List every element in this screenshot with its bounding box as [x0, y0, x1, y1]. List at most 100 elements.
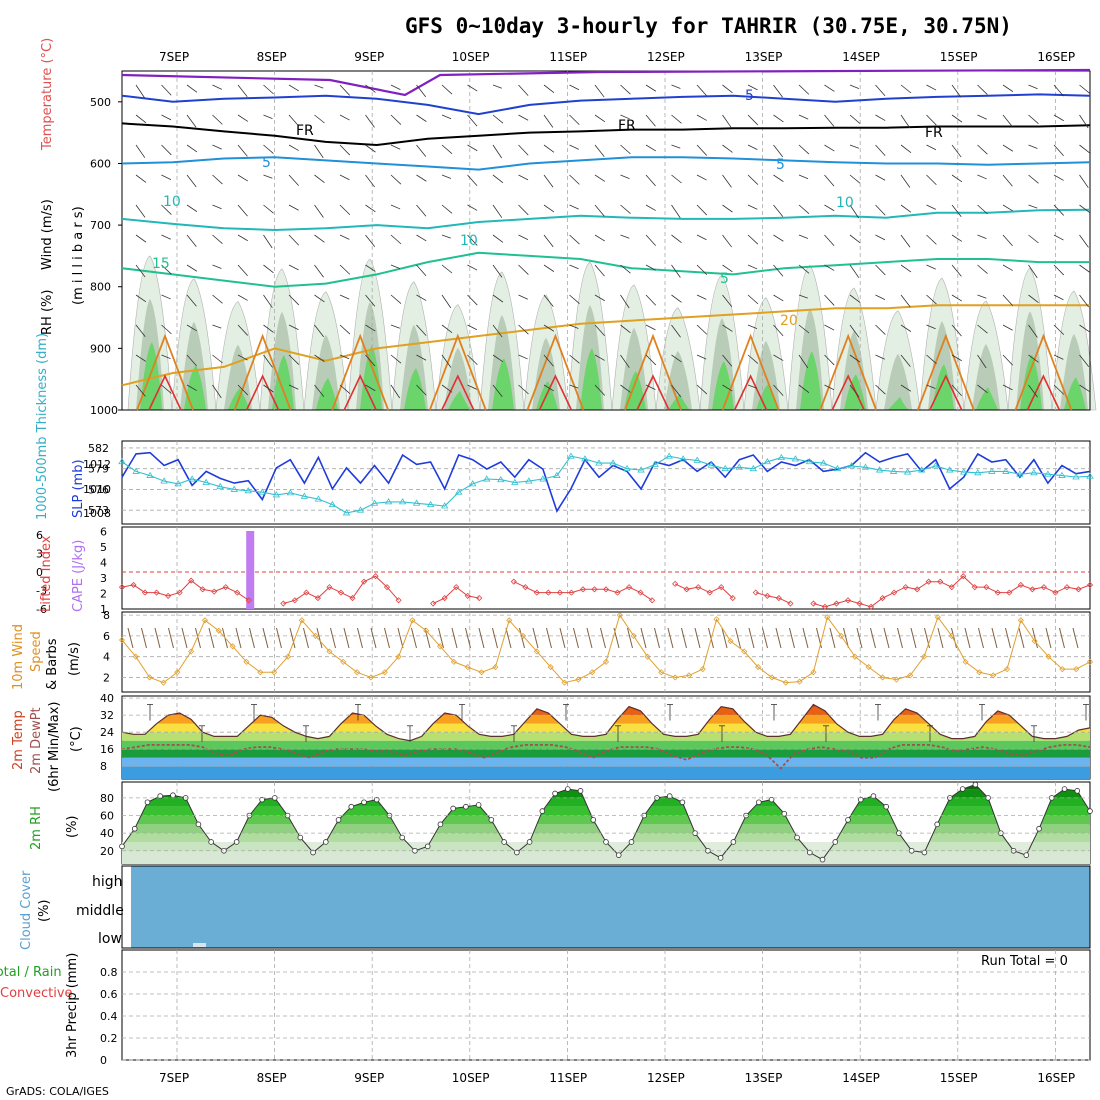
contour-label: 10 — [163, 194, 181, 210]
wind-barb — [288, 324, 299, 330]
wind10-barb — [1018, 627, 1025, 649]
wind-barb — [875, 384, 886, 395]
wind-barb — [747, 294, 759, 305]
wind-barb — [1079, 84, 1090, 94]
wind-barb — [645, 234, 656, 246]
wind-barb — [441, 324, 453, 333]
cloud-label-a: Cloud Cover — [19, 870, 34, 950]
rh-label: RH (%) — [40, 290, 55, 335]
wind10-barb — [127, 627, 134, 649]
rh-marker — [615, 852, 622, 858]
contour-label: 5 — [262, 155, 271, 171]
wind-barb — [492, 354, 504, 363]
wind-barb — [798, 294, 808, 299]
wind-barb — [237, 84, 248, 97]
wind-barb — [543, 114, 554, 128]
wind-barb — [875, 204, 886, 216]
wind-barb — [365, 114, 375, 128]
wind-barb — [161, 84, 172, 96]
wind-barb — [722, 204, 733, 213]
rh-shading-green — [272, 355, 294, 410]
wind-barb — [900, 204, 912, 213]
contour-label: 15 — [152, 256, 170, 272]
thickness-marker — [735, 463, 743, 470]
wind-barb — [288, 384, 299, 390]
wind-barb — [696, 144, 707, 156]
wind-barb — [620, 264, 631, 274]
wind-barb — [569, 234, 580, 245]
wind-speed-marker — [284, 653, 292, 660]
wind-speed-marker — [450, 658, 457, 665]
thickness-marker — [974, 469, 982, 476]
isotherm-top — [121, 68, 1091, 97]
wind-barb — [237, 294, 248, 301]
wind-barb — [645, 324, 656, 331]
wind-barb — [186, 294, 197, 307]
wind-speed-marker — [409, 617, 416, 624]
wind-barb — [467, 204, 478, 211]
wind-speed-marker — [298, 617, 305, 624]
lifted-index-label: Lifted Index — [39, 535, 54, 612]
wind-speed-marker — [354, 669, 361, 676]
wind-barb — [951, 204, 962, 217]
date-label-top: 15SEP — [940, 50, 978, 64]
wind-barb — [645, 294, 657, 306]
wind-barb — [1053, 174, 1064, 181]
rh-marker — [131, 825, 138, 832]
rh-marker — [399, 834, 406, 841]
wind10-barb — [154, 627, 161, 649]
wind-barb — [900, 384, 912, 392]
slp-label: SLP (mb) — [71, 459, 86, 518]
wind-barb — [339, 264, 351, 275]
thickness-marker — [160, 477, 168, 484]
wind-barb — [543, 234, 554, 248]
wind-barb — [314, 354, 325, 362]
wind-barb — [518, 144, 529, 156]
wind-barb — [161, 324, 172, 335]
wind10-barb — [465, 627, 471, 649]
wind-barb — [492, 204, 503, 218]
cape-tick: 6 — [100, 526, 107, 539]
lifted-index-marker — [637, 589, 644, 596]
wind-barb — [339, 234, 350, 240]
date-label-top: 13SEP — [745, 50, 783, 64]
lifted-index-marker — [165, 592, 172, 599]
temp-band — [122, 740, 1090, 750]
wind-barb — [492, 84, 502, 89]
contour-label: FR — [296, 123, 314, 139]
lifted-index-marker — [522, 584, 529, 591]
wind10-barb — [168, 627, 174, 649]
wind-barb — [1002, 234, 1013, 247]
wind-barb — [314, 324, 325, 338]
lifted-index-marker — [130, 581, 137, 589]
wind-speed-marker — [561, 679, 568, 686]
isotherm-15 — [121, 251, 1090, 288]
wind-barb — [263, 204, 274, 214]
wind-speed-marker — [423, 627, 430, 634]
date-label-top: 12SEP — [647, 50, 685, 64]
wind-barb — [671, 144, 681, 149]
wind-speed-line — [121, 613, 1091, 684]
thickness-marker — [230, 485, 238, 492]
wind-barb — [620, 144, 631, 155]
wind-barb — [645, 354, 657, 366]
date-label-top: 11SEP — [549, 50, 587, 64]
wind10-barb — [438, 627, 444, 649]
wind-barb — [339, 294, 350, 300]
wind-speed-marker — [907, 672, 914, 679]
wind-barb — [441, 354, 452, 368]
thickness-line — [121, 455, 1091, 514]
wind-barb — [1028, 174, 1039, 184]
wind-barb — [186, 204, 198, 212]
wind-speed-marker — [1073, 666, 1080, 673]
wind10-barb — [262, 627, 269, 649]
wind-barb — [365, 234, 376, 247]
wind-barb — [237, 234, 248, 242]
wind-barb — [594, 324, 605, 337]
thickness-marker — [847, 462, 856, 469]
wind-barb — [186, 144, 198, 153]
lifted-index-marker — [118, 584, 126, 591]
wind-barb — [773, 174, 784, 182]
wind-barb — [390, 384, 400, 399]
wind-barb — [824, 384, 835, 391]
